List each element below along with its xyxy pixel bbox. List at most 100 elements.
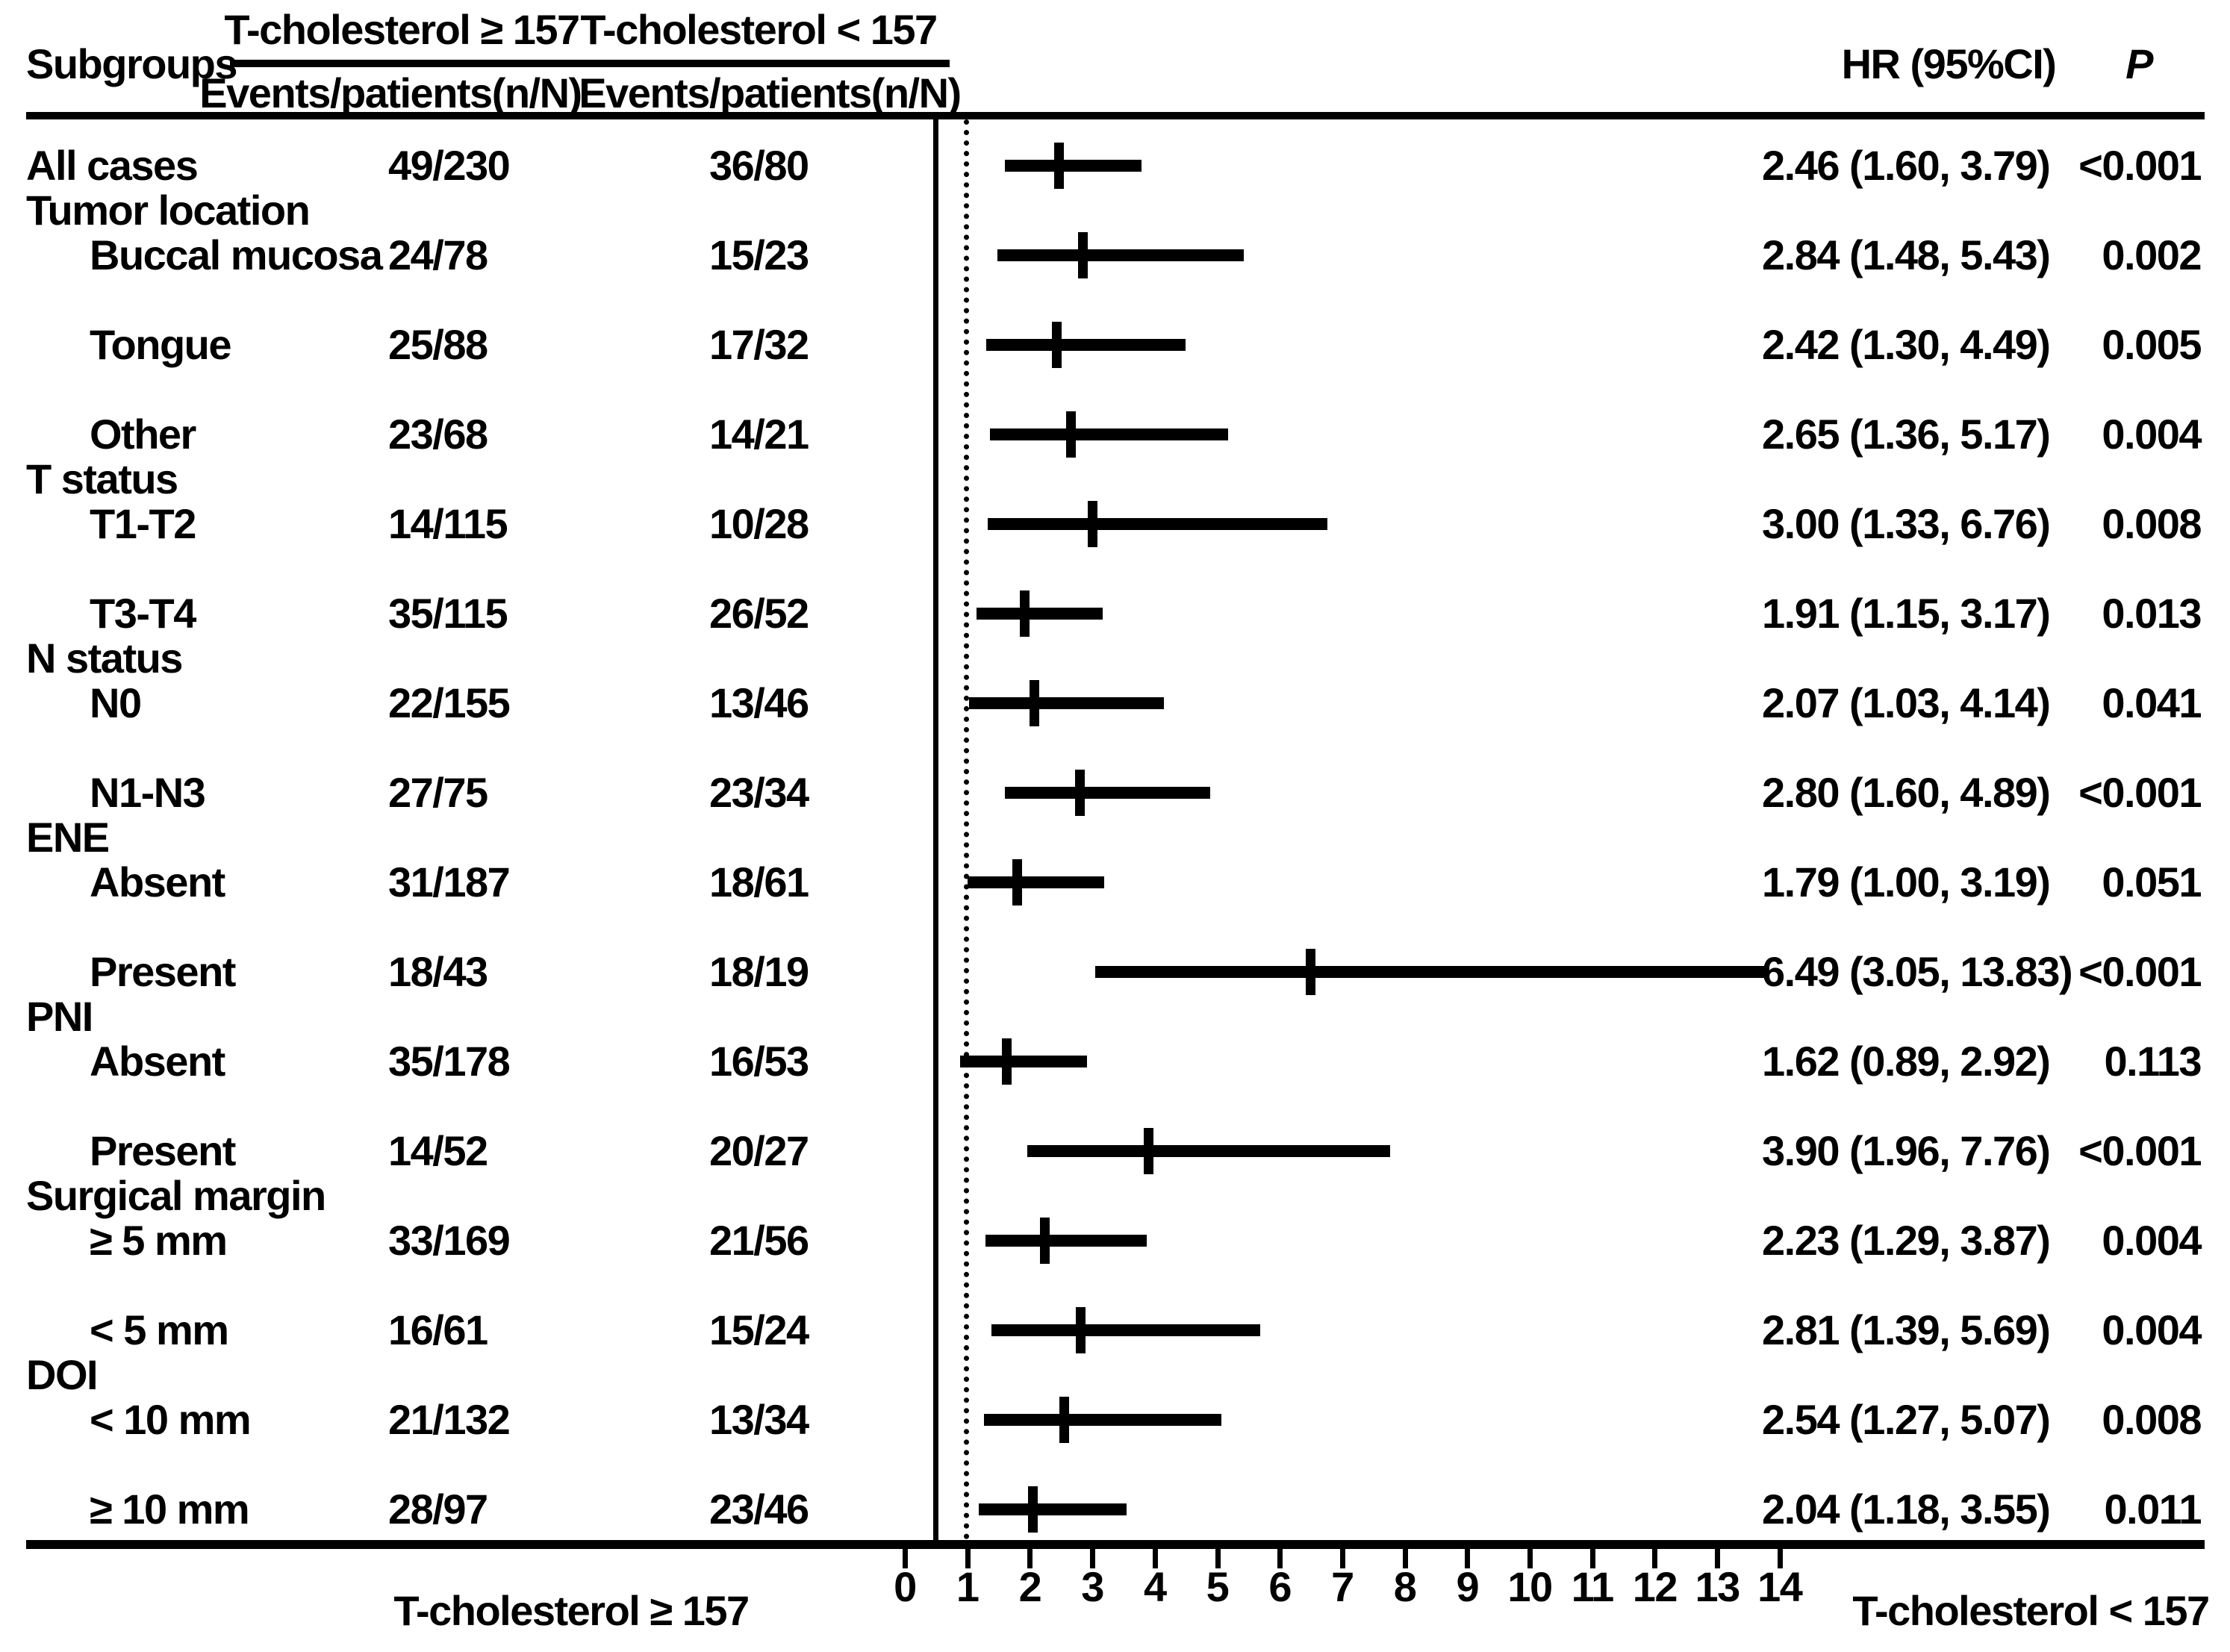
point-estimate-marker [1051, 322, 1062, 368]
p-value: 0.051 [2102, 858, 2202, 906]
point-estimate-marker [1144, 1128, 1154, 1174]
point-estimate-marker [1012, 859, 1022, 906]
row-label: ≥ 5 mm [90, 1217, 228, 1264]
column-header-events1: Events/patients(n/N) [199, 69, 582, 116]
ci-bar [1027, 1145, 1390, 1157]
row-label: Present [90, 1127, 236, 1174]
x-axis-tick [1777, 1549, 1783, 1568]
x-axis-tick [1527, 1549, 1533, 1568]
column-header-hr-ci: HR (95%CI) [1841, 40, 2057, 87]
ci-bar [997, 249, 1245, 261]
row-label: Buccal mucosa [90, 231, 383, 278]
category-label: T status [26, 455, 178, 502]
x-axis-tick-label: 1 [956, 1563, 979, 1610]
category-label: DOI [26, 1351, 99, 1398]
events-ge157-value: 33/169 [388, 1217, 511, 1264]
point-estimate-marker [1077, 232, 1088, 278]
table-top-rule [26, 112, 2205, 119]
point-estimate-marker [1088, 501, 1098, 547]
hr-ci-value: 2.42 (1.30, 4.49) [1762, 321, 2051, 368]
row-label: T3-T4 [90, 590, 196, 637]
row-label: Absent [90, 858, 225, 906]
category-label: Surgical margin [26, 1172, 326, 1219]
plot-left-border [933, 119, 938, 1540]
hr-ci-value: 1.62 (0.89, 2.92) [1762, 1038, 2051, 1085]
ci-bar [1004, 160, 1142, 172]
x-axis-tick [1152, 1549, 1158, 1568]
ci-bar [985, 339, 1186, 351]
x-axis-tick-label: 7 [1331, 1563, 1354, 1610]
point-estimate-marker [1030, 680, 1040, 726]
x-axis-tick [1589, 1549, 1595, 1568]
row-label: T1-T2 [90, 500, 196, 547]
events-lt157-value: 16/53 [709, 1038, 809, 1085]
point-estimate-marker [1076, 1307, 1086, 1353]
x-axis-tick-label: 3 [1081, 1563, 1104, 1610]
x-axis-tick-label: 13 [1695, 1563, 1740, 1610]
x-axis-tick-label: 2 [1018, 1563, 1042, 1610]
events-ge157-value: 35/115 [388, 590, 508, 637]
events-ge157-value: 14/52 [388, 1127, 488, 1174]
hr-ci-value: 2.80 (1.60, 4.89) [1762, 769, 2051, 816]
events-ge157-value: 23/68 [388, 411, 488, 458]
point-estimate-marker [1065, 411, 1076, 458]
x-axis-tick-label: 11 [1571, 1563, 1615, 1610]
hr1-reference-dotted-line [964, 119, 969, 1540]
column-header-group1: T-cholesterol ≥ 157 [224, 6, 580, 53]
point-estimate-marker [1075, 770, 1086, 816]
p-value: 0.041 [2102, 679, 2202, 726]
ci-bar [978, 1503, 1127, 1515]
events-lt157-value: 15/23 [709, 231, 809, 278]
ci-bar [977, 608, 1103, 620]
column-header-subgroups: Subgroups [26, 40, 238, 87]
x-axis-tick [1465, 1549, 1471, 1568]
events-lt157-value: 15/24 [709, 1306, 809, 1353]
row-label: Other [90, 411, 196, 458]
point-estimate-marker [1059, 1397, 1069, 1443]
hr-ci-value: 2.54 (1.27, 5.07) [1762, 1396, 2051, 1443]
column-header-events2: Events/patients(n/N) [579, 69, 962, 116]
x-axis-tick [1402, 1549, 1408, 1568]
x-axis-tick-label: 10 [1507, 1563, 1553, 1610]
hr-ci-value: 2.84 (1.48, 5.43) [1762, 231, 2051, 278]
events-lt157-value: 10/28 [709, 500, 809, 547]
p-value: 0.005 [2102, 321, 2202, 368]
ci-bar [989, 428, 1228, 440]
point-estimate-marker [1001, 1038, 1012, 1085]
row-label: N1-N3 [90, 769, 206, 816]
hr-ci-value: 3.00 (1.33, 6.76) [1762, 500, 2051, 547]
events-lt157-value: 21/56 [709, 1217, 809, 1264]
p-value: 0.008 [2102, 1396, 2202, 1443]
x-axis-tick-label: 4 [1143, 1563, 1167, 1610]
events-ge157-value: 27/75 [388, 769, 488, 816]
x-axis-tick-label: 9 [1456, 1563, 1479, 1610]
ci-bar [984, 1414, 1222, 1426]
row-label: Absent [90, 1038, 225, 1085]
x-axis-tick-label: 0 [894, 1563, 917, 1610]
ci-bar [960, 1056, 1088, 1067]
x-axis-line [26, 1540, 2205, 1549]
hr-ci-value: 2.81 (1.39, 5.69) [1762, 1306, 2051, 1353]
x-axis-tick-label: 12 [1632, 1563, 1678, 1610]
row-label: < 10 mm [90, 1396, 252, 1443]
x-axis-tick [1090, 1549, 1096, 1568]
x-axis-tick-label: 6 [1268, 1563, 1292, 1610]
events-ge157-value: 22/155 [388, 679, 511, 726]
p-value: 0.011 [2104, 1486, 2202, 1533]
events-ge157-value: 28/97 [388, 1486, 488, 1533]
x-axis-tick-label: 14 [1757, 1563, 1803, 1610]
events-ge157-value: 24/78 [388, 231, 488, 278]
category-label: N status [26, 635, 183, 682]
row-label: N0 [90, 679, 142, 726]
ci-bar [1004, 787, 1211, 799]
hr-ci-value: 1.79 (1.00, 3.19) [1762, 858, 2051, 906]
hr-ci-value: 2.23 (1.29, 3.87) [1762, 1217, 2051, 1264]
p-value: <0.001 [2078, 142, 2202, 189]
x-axis-tick [1277, 1549, 1283, 1568]
point-estimate-marker [1306, 949, 1316, 995]
point-estimate-marker [1027, 1486, 1038, 1533]
events-lt157-value: 36/80 [709, 142, 809, 189]
column-header-p-value: P [2125, 40, 2153, 87]
events-lt157-value: 13/46 [709, 679, 809, 726]
